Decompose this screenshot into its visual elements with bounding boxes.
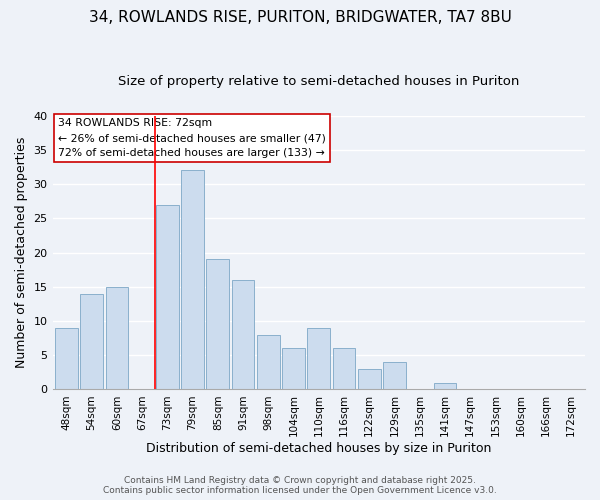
- Bar: [257, 334, 280, 390]
- Bar: [80, 294, 103, 390]
- Bar: [282, 348, 305, 390]
- Text: 34 ROWLANDS RISE: 72sqm
← 26% of semi-detached houses are smaller (47)
72% of se: 34 ROWLANDS RISE: 72sqm ← 26% of semi-de…: [58, 118, 326, 158]
- Bar: [106, 286, 128, 390]
- Bar: [55, 328, 78, 390]
- X-axis label: Distribution of semi-detached houses by size in Puriton: Distribution of semi-detached houses by …: [146, 442, 491, 455]
- Bar: [307, 328, 330, 390]
- Y-axis label: Number of semi-detached properties: Number of semi-detached properties: [15, 137, 28, 368]
- Title: Size of property relative to semi-detached houses in Puriton: Size of property relative to semi-detach…: [118, 75, 520, 88]
- Text: Contains HM Land Registry data © Crown copyright and database right 2025.
Contai: Contains HM Land Registry data © Crown c…: [103, 476, 497, 495]
- Bar: [181, 170, 204, 390]
- Bar: [383, 362, 406, 390]
- Bar: [232, 280, 254, 390]
- Bar: [332, 348, 355, 390]
- Bar: [156, 204, 179, 390]
- Bar: [206, 260, 229, 390]
- Text: 34, ROWLANDS RISE, PURITON, BRIDGWATER, TA7 8BU: 34, ROWLANDS RISE, PURITON, BRIDGWATER, …: [89, 10, 511, 25]
- Bar: [358, 369, 380, 390]
- Bar: [434, 382, 457, 390]
